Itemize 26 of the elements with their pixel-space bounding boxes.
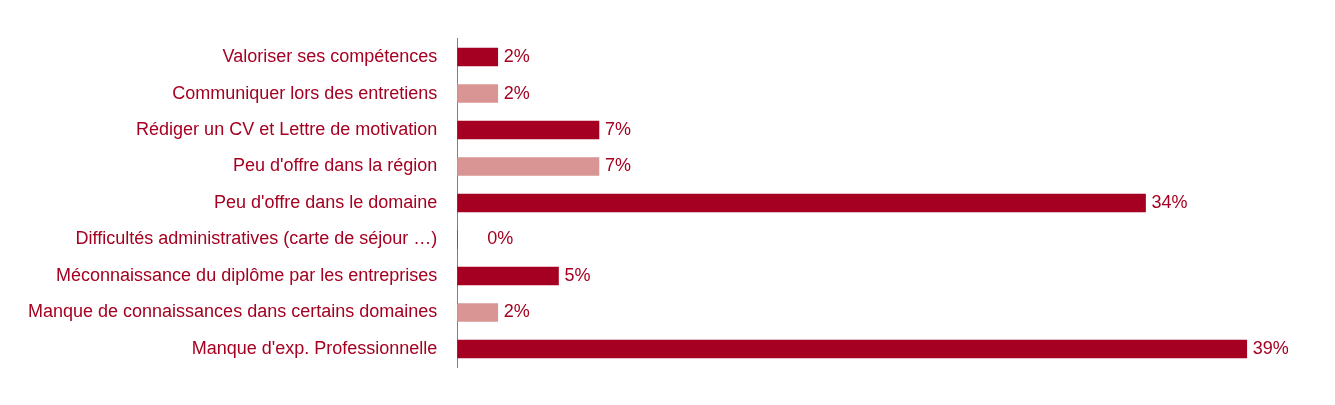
bar (457, 193, 1146, 213)
data-label: 39% (1252, 337, 1289, 358)
bar (457, 157, 600, 176)
bar (457, 266, 559, 286)
bar (457, 303, 499, 322)
y-tick-label: Peu d'offre dans la région (233, 155, 438, 176)
y-tick-label: Peu d'offre dans le domaine (213, 191, 438, 212)
bar (457, 120, 600, 140)
data-label: 0% (487, 228, 514, 249)
bar (457, 47, 499, 67)
y-tick-label: Difficultés administratives (carte de séjour …) (75, 228, 438, 249)
data-label: 34% (1151, 191, 1188, 212)
data-label: 5% (564, 264, 591, 285)
y-tick-label: Communiquer lors des entretiens (172, 82, 438, 103)
data-label: 2% (503, 46, 530, 67)
bar (457, 339, 1248, 359)
data-label: 7% (604, 118, 631, 139)
y-tick-label: Méconnaissance du diplôme par les entreprises (56, 264, 438, 285)
y-tick-label: Manque d'exp. Professionnelle (191, 337, 438, 358)
y-tick-label: Manque de connaissances dans certains domaines (27, 301, 438, 322)
data-label: 2% (503, 82, 530, 103)
y-tick-label: Rédiger un CV et Lettre de motivation (136, 118, 438, 139)
y-tick-label: Valoriser ses compétences (222, 46, 438, 67)
data-label: 7% (604, 155, 631, 176)
bar (457, 84, 499, 103)
data-label: 2% (503, 301, 530, 322)
